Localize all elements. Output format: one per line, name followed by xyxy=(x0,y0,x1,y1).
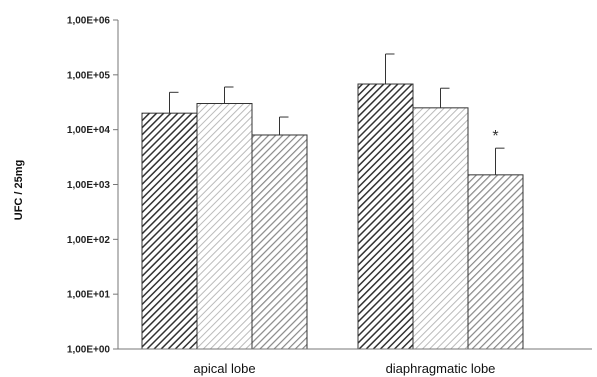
bar xyxy=(251,134,308,350)
category-labels: apical lobe diaphragmatic lobe * xyxy=(193,128,498,376)
y-tick-label: 1,00E+04 xyxy=(67,125,111,136)
y-tick-label: 1,00E+05 xyxy=(67,70,111,81)
x-category-label: diaphragmatic lobe xyxy=(386,361,496,376)
bar xyxy=(412,107,469,350)
y-tick-label: 1,00E+03 xyxy=(67,180,111,191)
y-axis-ticks: 1,00E+00 1,00E+01 1,00E+02 1,00E+03 1,00E+04… xyxy=(67,16,118,356)
y-tick-label: 1,00E+02 xyxy=(67,235,111,246)
bars xyxy=(141,53,524,350)
x-category-label: apical lobe xyxy=(193,361,255,376)
bar xyxy=(196,103,253,350)
bar xyxy=(467,174,524,350)
y-tick-label: 1,00E+00 xyxy=(67,345,111,356)
y-tick-label: 1,00E+01 xyxy=(67,290,111,301)
bar xyxy=(357,83,414,350)
y-axis-title: UFC / 25mg xyxy=(13,160,25,221)
axes xyxy=(117,20,592,350)
y-tick-label: 1,00E+06 xyxy=(67,16,111,27)
significance-asterisk: * xyxy=(492,128,498,145)
bar xyxy=(141,112,198,350)
